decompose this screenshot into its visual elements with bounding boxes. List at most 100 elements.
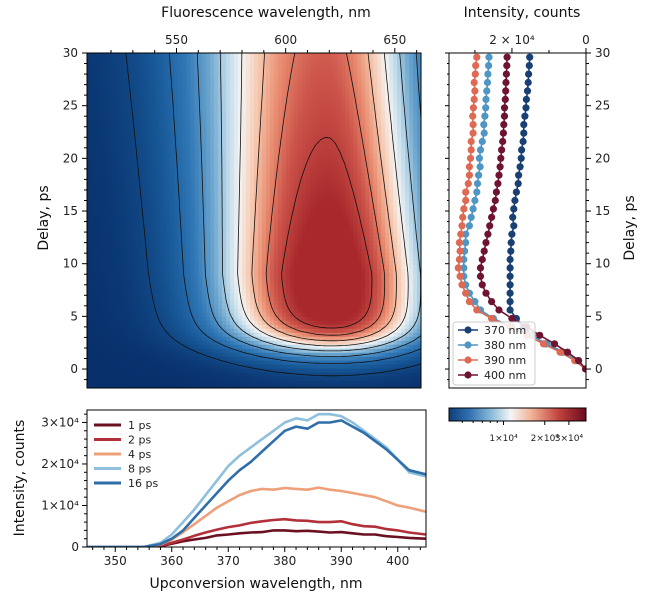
heatmap-cell-4753 (309, 188, 315, 194)
heatmap-cell-4723 (309, 308, 315, 313)
heatmap-cell-4470 (297, 312, 303, 317)
heatmap-cell-3233 (238, 220, 243, 226)
heatmap-cell-1159 (138, 116, 144, 122)
heatmap-cell-1932 (178, 384, 184, 388)
heatmap-cell-4942 (317, 104, 323, 110)
heatmap-cell-2105 (186, 364, 191, 369)
heatmap-cell-1113 (138, 300, 144, 305)
heatmap-cell-3449 (250, 364, 255, 369)
heatmap-cell-2674 (210, 104, 215, 110)
heatmap-cell-1870 (174, 296, 180, 301)
heatmap-cell-1271 (146, 340, 152, 345)
heatmap-cell-2367 (198, 324, 203, 329)
heatmap-cell-1236 (142, 144, 148, 150)
heatmap-cell-570 (110, 120, 116, 126)
heatmap-cell-1103 (138, 340, 144, 345)
heatmap-cell-1415 (150, 100, 156, 106)
heatmap-cell-1606 (162, 344, 168, 349)
heatmap-cell-2926 (222, 104, 227, 110)
heatmap-cell-341 (102, 364, 108, 369)
heatmap-cell-765 (122, 348, 128, 353)
heatmap-cell-4562 (301, 280, 307, 285)
heatmap-cell-4564 (301, 272, 307, 277)
heatmap-cell-4913 (317, 220, 323, 226)
heatmap-cell-4163 (281, 196, 287, 202)
heatmap-cell-3368 (246, 352, 251, 357)
heatmap-cell-4656 (305, 240, 311, 246)
heatmap-cell-2902 (222, 200, 227, 206)
heatmap-cell-4978 (321, 296, 327, 301)
heatmap-cell-419 (102, 53, 108, 58)
heatmap-cell-3054 (230, 264, 235, 269)
heatmap-cell-3588 (254, 144, 259, 150)
heatmap-cell-4106 (277, 88, 283, 94)
heatmap-cell-3037 (230, 332, 235, 337)
heatmap-cell-2935 (222, 68, 227, 74)
heatmap-cell-2718 (214, 264, 219, 269)
heatmap-cell-3264 (238, 96, 243, 102)
heatmap-cell-1888 (174, 224, 180, 230)
heatmap-cell-2802 (218, 264, 223, 269)
heatmap-cell-3376 (246, 320, 251, 325)
heatmap-cell-2992 (226, 176, 231, 182)
heatmap-cell-3661 (257, 188, 263, 194)
heatmap-cell-2693 (214, 364, 219, 369)
heatmap-cell-505 (110, 380, 116, 385)
heatmap-cell-2007 (178, 84, 184, 90)
heatmap-cell-2241 (190, 156, 195, 162)
heatmap-cell-4729 (309, 284, 315, 289)
heatmap-cell-4789 (313, 380, 319, 385)
heatmap-cell-4144 (281, 272, 287, 277)
heatmap-cell-1525 (158, 332, 164, 337)
heatmap-cell-3478 (250, 248, 255, 254)
heatmap-cell-2138 (186, 232, 191, 238)
heatmap-cell-291 (98, 228, 104, 234)
heatmap-cell-1549 (158, 236, 164, 242)
heatmap-cell-4312 (289, 272, 295, 277)
heatmap-cell-1379 (150, 244, 156, 250)
heatmap-cell-2500 (202, 128, 207, 134)
heatmap-cell-1524 (158, 336, 164, 341)
heatmap-cell-3915 (269, 180, 275, 186)
heatmap-cell-1696 (166, 320, 172, 325)
heatmap-cell-108 (90, 288, 96, 293)
heatmap-cell-4422 (293, 168, 299, 174)
heatmap-cell-3717 (261, 300, 267, 305)
heatmap-cell-178 (94, 344, 100, 349)
heatmap-cell-4931 (317, 148, 323, 154)
heatmap-cell-1038 (134, 264, 140, 269)
heatmap-cell-2306 (194, 232, 199, 238)
heatmap-cell-175 (94, 356, 100, 361)
heatmap-cell-3808 (265, 272, 271, 277)
heatmap-cell-3783 (265, 372, 271, 377)
heatmap-cell-2727 (214, 228, 219, 234)
heatmap-cell-1919 (174, 100, 180, 106)
heatmap-cell-716 (118, 208, 124, 214)
heatmap-cell-2084 (182, 112, 188, 118)
heatmap-cell-4727 (309, 292, 315, 297)
heatmap-cell-2532 (206, 336, 211, 341)
heatmap-cell-1737 (166, 156, 172, 162)
heatmap-cell-552 (110, 192, 116, 198)
heatmap-cell-3400 (246, 224, 251, 230)
heatmap-cell-1266 (146, 360, 152, 365)
heatmap-cell-4890 (317, 312, 323, 317)
heatmap-cell-3152 (234, 208, 239, 214)
heatmap-cell-1632 (162, 240, 168, 246)
heatmap-cell-2675 (210, 100, 215, 106)
heatmap-cell-1149 (138, 156, 144, 162)
heatmap-cell-2169 (186, 108, 191, 114)
heatmap-cell-4818 (313, 264, 319, 269)
heatmap-cell-3674 (257, 136, 263, 142)
heatmap-cell-2151 (186, 180, 191, 186)
heatmap-cell-4489 (297, 236, 303, 242)
heatmap-cell-4810 (313, 296, 319, 301)
heatmap-cell-487 (106, 116, 112, 122)
heatmap-cell-4776 (309, 96, 315, 102)
heatmap-cell-102 (90, 312, 96, 317)
heatmap-cell-1394 (150, 184, 156, 190)
heatmap-cell-4977 (321, 300, 327, 305)
heatmap-cell-4433 (293, 124, 299, 130)
heatmap-cell-2562 (206, 216, 211, 222)
heatmap-cell-4744 (309, 224, 315, 230)
